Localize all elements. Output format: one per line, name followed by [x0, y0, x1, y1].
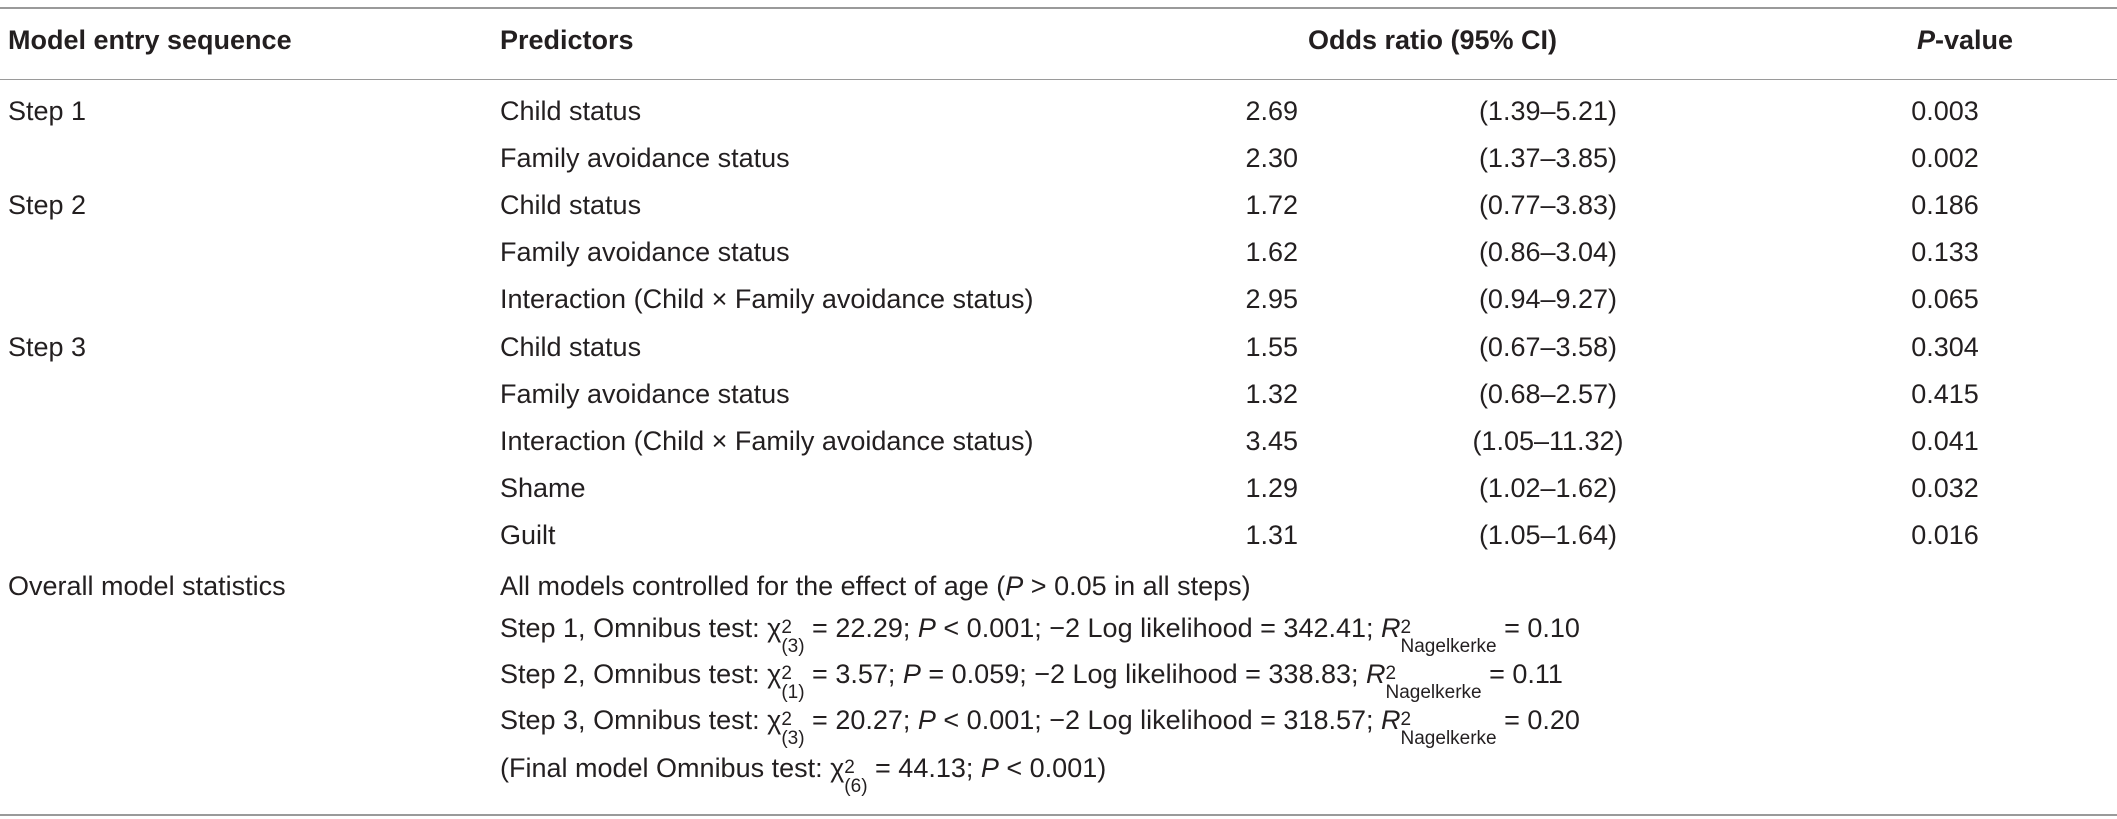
row-p-value: 0.003 — [1911, 96, 1979, 126]
row-confidence-interval: (1.37–3.85) — [1478, 143, 1618, 173]
row-odds-ratio: 3.45 — [1245, 426, 1298, 456]
row-p-value: 0.065 — [1911, 284, 1979, 314]
row-odds-ratio: 1.32 — [1245, 379, 1298, 409]
row-odds-ratio: 2.69 — [1245, 96, 1298, 126]
row-predictor: Interaction (Child × Family avoidance st… — [500, 426, 1034, 456]
row-p-value: 0.002 — [1911, 143, 1979, 173]
row-odds-ratio: 1.31 — [1245, 520, 1298, 550]
row-odds-ratio: 2.30 — [1245, 143, 1298, 173]
header-model-entry-sequence: Model entry sequence — [8, 25, 292, 55]
row-p-value: 0.186 — [1911, 190, 1979, 220]
header-rule — [0, 79, 2117, 80]
row-predictor: Family avoidance status — [500, 379, 790, 409]
row-odds-ratio: 1.62 — [1245, 237, 1298, 267]
row-odds-ratio: 1.55 — [1245, 332, 1298, 362]
row-confidence-interval: (1.02–1.62) — [1478, 473, 1618, 503]
header-predictors: Predictors — [500, 25, 634, 55]
row-step-label: Step 1 — [8, 96, 87, 126]
row-odds-ratio: 1.29 — [1245, 473, 1298, 503]
table-top-rule — [0, 7, 2117, 9]
row-predictor: Child status — [500, 332, 642, 362]
overall-age-note: All models controlled for the effect of … — [500, 571, 1251, 601]
row-confidence-interval: (1.39–5.21) — [1478, 96, 1618, 126]
row-p-value: 0.415 — [1911, 379, 1979, 409]
row-predictor: Shame — [500, 473, 586, 503]
row-confidence-interval: (0.67–3.58) — [1478, 332, 1618, 362]
overall-step-2-stats: Step 2, Omnibus test: χ 2 (1) = 3.57; P = … — [500, 659, 1563, 703]
row-predictor: Family avoidance status — [500, 237, 790, 267]
row-confidence-interval: (1.05–1.64) — [1478, 520, 1618, 550]
row-predictor: Guilt — [500, 520, 556, 550]
row-p-value: 0.304 — [1911, 332, 1979, 362]
row-confidence-interval: (0.94–9.27) — [1478, 284, 1618, 314]
overall-step-3-stats: Step 3, Omnibus test: χ 2 (3) = 20.27; P <… — [500, 705, 1580, 749]
row-step-label: Step 3 — [8, 332, 87, 362]
row-predictor: Interaction (Child × Family avoidance st… — [500, 284, 1034, 314]
row-step-label: Step 2 — [8, 190, 87, 220]
row-odds-ratio: 2.95 — [1245, 284, 1298, 314]
row-predictor: Child status — [500, 96, 642, 126]
row-p-value: 0.016 — [1911, 520, 1979, 550]
overall-final-model-stats: (Final model Omnibus test: χ 2 (6) = 44.13… — [500, 753, 1107, 797]
overall-model-statistics-label: Overall model statistics — [8, 571, 286, 601]
header-p-value: P-value — [1917, 25, 2014, 55]
row-predictor: Family avoidance status — [500, 143, 790, 173]
table-bottom-rule — [0, 814, 2117, 816]
overall-step-1-stats: Step 1, Omnibus test: χ 2 (3) = 22.29; P <… — [500, 613, 1580, 657]
row-p-value: 0.032 — [1911, 473, 1979, 503]
row-predictor: Child status — [500, 190, 642, 220]
row-confidence-interval: (0.68–2.57) — [1478, 379, 1618, 409]
row-confidence-interval: (0.77–3.83) — [1478, 190, 1618, 220]
row-p-value: 0.041 — [1911, 426, 1979, 456]
row-p-value: 0.133 — [1911, 237, 1979, 267]
row-odds-ratio: 1.72 — [1245, 190, 1298, 220]
row-confidence-interval: (1.05–11.32) — [1472, 426, 1624, 456]
header-odds-ratio: Odds ratio (95% CI) — [1308, 25, 1558, 55]
row-confidence-interval: (0.86–3.04) — [1478, 237, 1618, 267]
